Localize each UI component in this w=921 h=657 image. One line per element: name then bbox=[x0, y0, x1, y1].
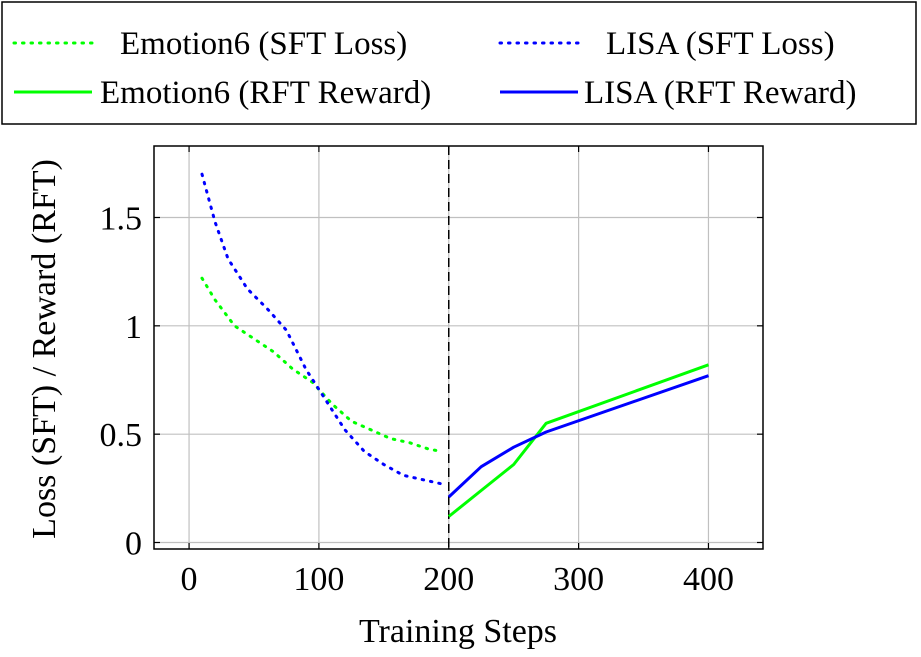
y-tick-label: 1.5 bbox=[100, 201, 143, 238]
series-layer bbox=[200, 172, 710, 518]
series-line-3 bbox=[447, 374, 709, 499]
y-tick-label: 0 bbox=[125, 526, 142, 563]
series-line-1 bbox=[200, 172, 444, 486]
x-axis-label: Training Steps bbox=[359, 613, 557, 650]
x-tick-label: 300 bbox=[553, 561, 604, 598]
y-tick-labels: 0 0.5 1 1.5 bbox=[100, 201, 143, 563]
series-line-2 bbox=[447, 363, 710, 518]
legend-label-lisa-sft: LISA (SFT Loss) bbox=[606, 26, 835, 62]
y-tick-label: 1 bbox=[125, 309, 142, 346]
legend-label-lisa-rft: LISA (RFT Reward) bbox=[584, 75, 857, 111]
legend-entry-emotion6-rft: Emotion6 (RFT Reward) bbox=[14, 75, 431, 111]
legend-entry-lisa-rft: LISA (RFT Reward) bbox=[500, 75, 857, 111]
y-axis-label: Loss (SFT) / Reward (RFT) bbox=[26, 159, 63, 539]
x-tick-label: 200 bbox=[423, 561, 474, 598]
grid bbox=[154, 146, 763, 549]
legend-frame bbox=[1, 1, 917, 125]
legend-entry-lisa-sft: LISA (SFT Loss) bbox=[498, 26, 835, 62]
legend: Emotion6 (SFT Loss) LISA (SFT Loss) Emot… bbox=[1, 1, 917, 125]
x-tick-label: 0 bbox=[181, 561, 198, 598]
x-tick-labels: 0 100 200 300 400 bbox=[181, 561, 734, 598]
series-line-0 bbox=[200, 276, 444, 453]
x-tick-label: 100 bbox=[293, 561, 344, 598]
y-tick-label: 0.5 bbox=[100, 417, 143, 454]
plot-frame bbox=[153, 145, 764, 550]
legend-label-emotion6-rft: Emotion6 (RFT Reward) bbox=[100, 75, 431, 111]
tick-marks bbox=[154, 146, 763, 549]
x-tick-label: 400 bbox=[683, 561, 734, 598]
legend-entry-emotion6-sft: Emotion6 (SFT Loss) bbox=[12, 26, 407, 62]
plot-area bbox=[153, 145, 764, 550]
legend-label-emotion6-sft: Emotion6 (SFT Loss) bbox=[120, 26, 407, 62]
